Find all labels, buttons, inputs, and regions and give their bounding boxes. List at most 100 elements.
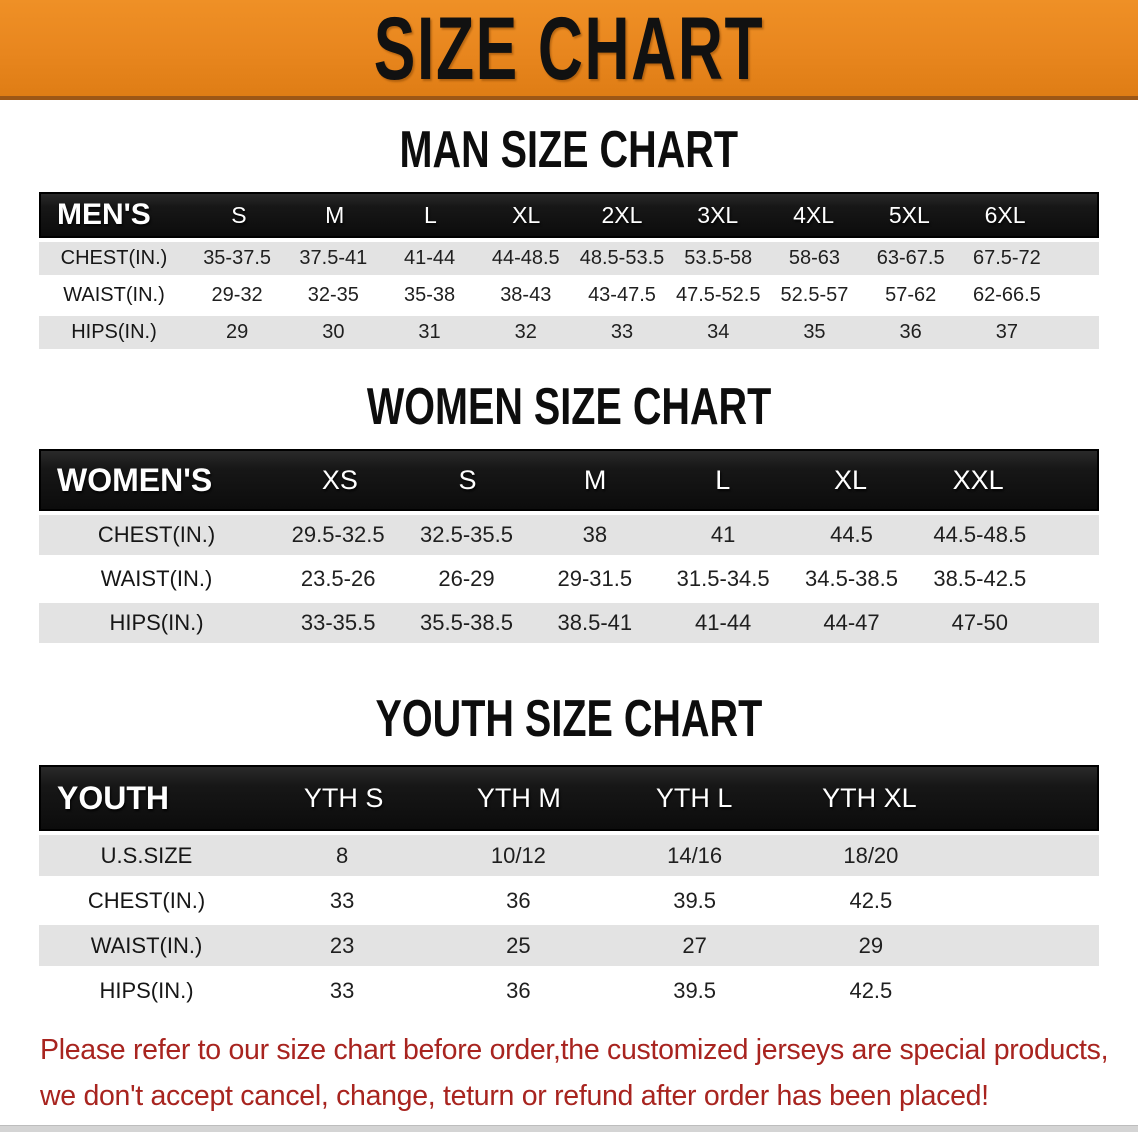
size-value: 41-44: [403, 247, 456, 269]
size-value: 29.5-32.5: [291, 522, 385, 547]
size-value: 39.5: [673, 977, 717, 1003]
table-corner-label: WOMEN'S: [57, 461, 213, 498]
size-value: 38-43: [500, 284, 552, 306]
size-column-header: S: [231, 201, 247, 228]
measurement-row: HIPS(IN.) 29 30 31 32 33 34 35 36 37: [39, 316, 1099, 349]
size-value: 67.5-72: [972, 247, 1041, 269]
size-value: 58-63: [788, 247, 841, 269]
size-column-header: M: [583, 464, 607, 495]
measurement-row: CHEST(IN.) 29.5-32.5 32.5-35.5 38 41 44.5 44.5…: [39, 515, 1099, 555]
measurement-row: HIPS(IN.) 33-35.5 35.5-38.5 38.5-41 41-44 44-…: [39, 603, 1099, 643]
youth-chart-heading: YOUTH SIZE CHART: [0, 688, 1138, 748]
men-size-table: MEN'S S M L XL 2XL 3XL 4XL 5XL 6XL CHEST(IN.) 35-37…: [39, 192, 1099, 349]
size-value: 36: [899, 321, 922, 343]
size-value: 29: [225, 321, 249, 343]
size-column-header: S: [458, 464, 477, 495]
size-value: 52.5-57: [780, 284, 849, 306]
size-value: 31: [418, 321, 441, 343]
size-value: 44-48.5: [491, 247, 560, 269]
size-value: 33: [329, 977, 355, 1003]
size-value: 38.5-42.5: [933, 566, 1027, 591]
size-value: 32-35: [307, 284, 359, 306]
size-value: 37.5-41: [299, 247, 368, 269]
size-value: 18/20: [843, 842, 899, 868]
size-value: 34: [707, 321, 730, 343]
size-value: 42.5: [849, 887, 893, 913]
size-value: 10/12: [490, 842, 546, 868]
size-value: 26-29: [438, 566, 495, 591]
size-value: 48.5-53.5: [579, 247, 665, 269]
size-column-header: 6XL: [984, 201, 1026, 228]
size-column-header: 2XL: [601, 201, 643, 228]
notice-line-2: we don't accept cancel, change, teturn o…: [40, 1080, 989, 1112]
order-notice: Please refer to our size chart before or…: [40, 1027, 1138, 1119]
size-value: 41: [710, 522, 736, 547]
men-chart-heading-text: MAN SIZE CHART: [399, 119, 739, 179]
size-value: 25: [506, 932, 531, 958]
size-value: 31.5-34.5: [676, 566, 770, 591]
women-chart-heading: WOMEN SIZE CHART: [0, 376, 1138, 436]
size-value: 53.5-58: [684, 247, 753, 269]
size-column-header: XL: [833, 464, 867, 495]
row-label: CHEST(IN.): [87, 887, 206, 913]
size-column-header: 5XL: [888, 201, 930, 228]
size-value: 44.5: [830, 522, 873, 547]
table-header-row: YOUTH YTH S YTH M YTH L YTH XL: [39, 765, 1099, 831]
size-value: 62-66.5: [972, 284, 1041, 306]
measurement-row: CHEST(IN.) 35-37.5 37.5-41 41-44 44-48.5 48.5…: [39, 242, 1099, 275]
size-value: 44.5-48.5: [933, 522, 1027, 547]
table-corner-label: YOUTH: [57, 779, 169, 816]
row-label: WAIST(IN.): [90, 932, 203, 958]
size-value: 33: [329, 887, 355, 913]
size-value: 32.5-35.5: [420, 522, 513, 547]
size-value: 42.5: [849, 977, 893, 1003]
size-value: 29: [858, 932, 884, 958]
row-label: U.S.SIZE: [100, 842, 193, 868]
size-column-header: L: [715, 464, 731, 495]
size-value: 63-67.5: [876, 247, 945, 269]
youth-size-table: YOUTH YTH S YTH M YTH L YTH XL U.S.SIZE 8 10/12…: [39, 765, 1099, 1011]
size-value: 23: [329, 932, 355, 958]
table-corner-label: MEN'S: [57, 198, 151, 231]
size-value: 39.5: [673, 887, 717, 913]
size-value: 29-31.5: [557, 566, 633, 591]
size-value: 37: [995, 321, 1018, 343]
size-column-header: XL: [512, 201, 541, 228]
row-label: CHEST(IN.): [97, 522, 216, 547]
row-label: HIPS(IN.): [71, 321, 157, 343]
size-column-header: 3XL: [697, 201, 739, 228]
size-value: 57-62: [885, 284, 937, 306]
size-value: 35.5-38.5: [420, 610, 513, 635]
size-value: 33: [610, 321, 634, 343]
size-value: 34.5-38.5: [805, 566, 898, 591]
size-value: 8: [336, 842, 349, 868]
table-header-row: WOMEN'S XS S M L XL XXL: [39, 449, 1099, 511]
size-column-header: XS: [321, 464, 358, 495]
row-label: HIPS(IN.): [109, 610, 204, 635]
measurement-row: HIPS(IN.) 33 36 39.5 42.5: [39, 970, 1099, 1011]
women-size-table: WOMEN'S XS S M L XL XXL CHEST(IN.) 29.5-32.5 32.5…: [39, 449, 1099, 643]
size-value: 38: [582, 522, 608, 547]
notice-line-1: Please refer to our size chart before or…: [40, 1034, 1109, 1066]
size-value: 44-47: [823, 610, 880, 635]
size-value: 23.5-26: [300, 566, 376, 591]
youth-chart-heading-text: YOUTH SIZE CHART: [375, 688, 763, 748]
size-value: 38.5-41: [557, 610, 633, 635]
size-value: 35: [803, 321, 826, 343]
size-value: 35-38: [403, 284, 456, 306]
size-column-header: XXL: [952, 464, 1004, 495]
measurement-row: WAIST(IN.) 29-32 32-35 35-38 38-43 43-47.5 47.…: [39, 279, 1099, 312]
size-value: 30: [322, 321, 345, 343]
size-value: 36: [506, 887, 531, 913]
men-size-chart-section: MAN SIZE CHART MEN'S S M L XL 2XL 3XL 4XL 5XL 6XL…: [0, 119, 1138, 349]
youth-size-chart-section: YOUTH SIZE CHART YOUTH YTH S YTH M YTH L YTH…: [0, 688, 1138, 1011]
measurement-row: CHEST(IN.) 33 36 39.5 42.5: [39, 880, 1099, 921]
row-label: HIPS(IN.): [99, 977, 194, 1003]
measurement-row: WAIST(IN.) 23.5-26 26-29 29-31.5 31.5-34.5 34…: [39, 559, 1099, 599]
size-value: 35-37.5: [203, 247, 272, 269]
size-value: 33-35.5: [300, 610, 376, 635]
table-body: CHEST(IN.) 35-37.5 37.5-41 41-44 44-48.5 48.5…: [39, 242, 1099, 349]
size-column-header: L: [424, 201, 437, 228]
women-chart-heading-text: WOMEN SIZE CHART: [366, 376, 772, 436]
size-value: 41-44: [695, 610, 752, 635]
